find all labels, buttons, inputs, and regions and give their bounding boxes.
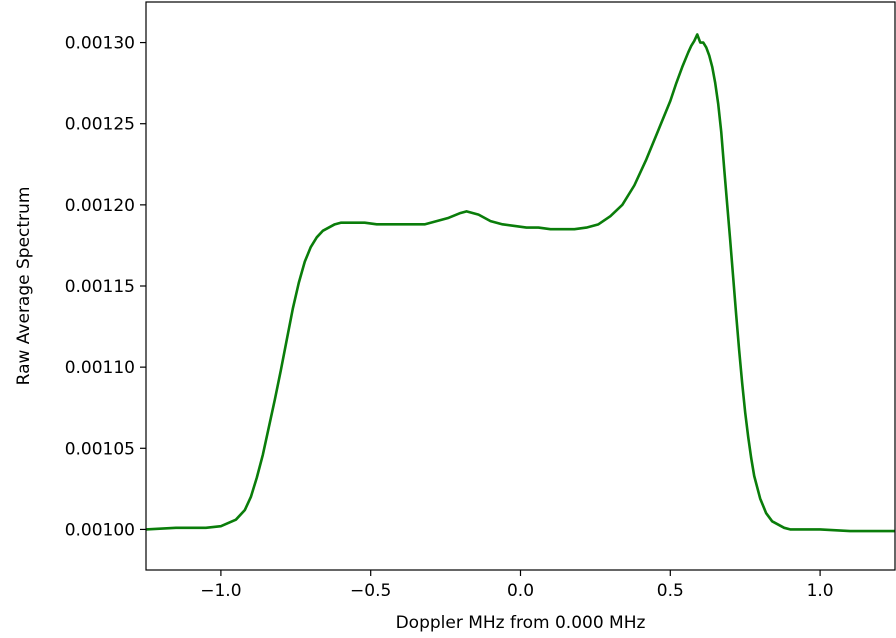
y-tick-label: 0.00125	[65, 115, 135, 135]
y-tick-label: 0.00105	[65, 439, 135, 459]
y-axis-label: Raw Average Spectrum	[14, 187, 34, 386]
x-tick-label: −1.0	[200, 581, 241, 601]
y-tick-label: 0.00120	[65, 196, 135, 216]
x-axis-ticks: −1.0 −0.5 0.0 0.5 1.0	[200, 570, 834, 601]
series-line-0	[145, 33, 895, 533]
y-tick-label: 0.00110	[65, 358, 135, 378]
x-tick-label: −0.5	[350, 581, 391, 601]
data-layer	[145, 33, 895, 533]
y-tick-label: 0.00115	[65, 277, 135, 297]
x-tick-label: 0.0	[507, 581, 534, 601]
y-tick-label: 0.00130	[65, 34, 135, 54]
y-tick-label: 0.00100	[65, 520, 135, 540]
x-tick-label: 1.0	[807, 581, 834, 601]
plot-background	[146, 2, 895, 570]
x-tick-label: 0.5	[657, 581, 684, 601]
y-axis-ticks: 0.00100 0.00105 0.00110 0.00115 0.00120 0.001…	[65, 34, 146, 540]
x-axis-label: Doppler MHz from 0.000 MHz	[396, 613, 646, 633]
